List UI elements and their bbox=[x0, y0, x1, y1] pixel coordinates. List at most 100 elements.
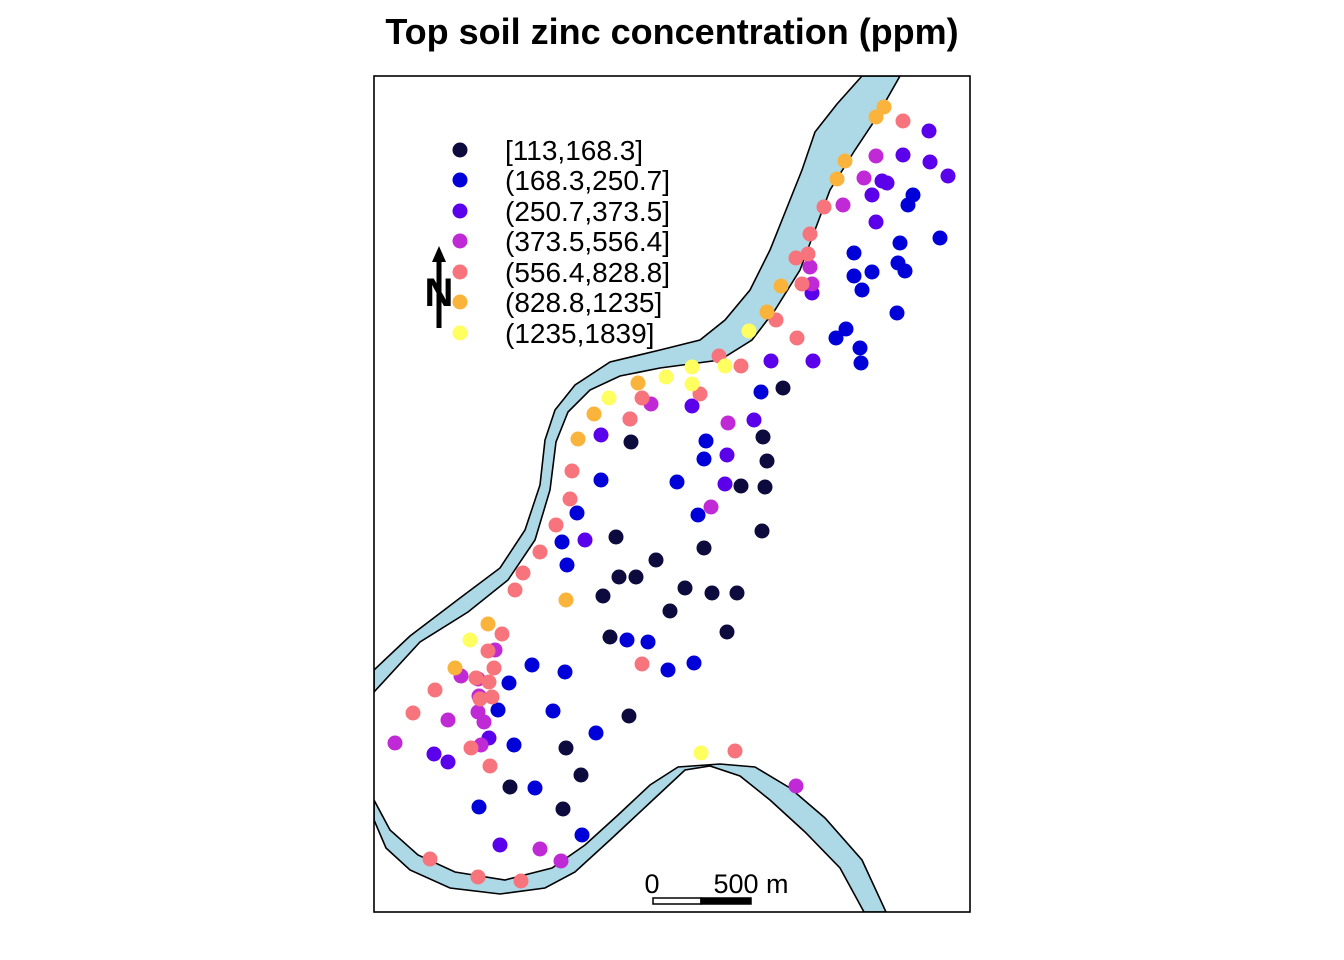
sample-point bbox=[608, 529, 624, 545]
legend-label-7: (1235,1839] bbox=[505, 318, 654, 349]
legend-label-6: (828.8,1235] bbox=[505, 287, 662, 318]
sample-point bbox=[852, 340, 868, 356]
sample-point bbox=[829, 171, 845, 187]
sample-point bbox=[554, 534, 570, 550]
sample-point bbox=[828, 330, 844, 346]
map-title: Top soil zinc concentration (ppm) bbox=[385, 11, 958, 52]
sample-point bbox=[719, 447, 735, 463]
sample-point bbox=[484, 689, 500, 705]
sample-points bbox=[387, 99, 956, 889]
sample-point bbox=[601, 390, 617, 406]
sample-point bbox=[463, 740, 479, 756]
sample-point bbox=[405, 705, 421, 721]
north-arrow-icon: N bbox=[425, 246, 454, 328]
sample-point bbox=[472, 691, 488, 707]
sample-point bbox=[588, 725, 604, 741]
sample-point bbox=[717, 358, 733, 374]
sample-point bbox=[719, 624, 735, 640]
sample-point bbox=[741, 323, 757, 339]
sample-point bbox=[501, 675, 517, 691]
sample-point bbox=[835, 197, 851, 213]
sample-point bbox=[755, 429, 771, 445]
sample-point bbox=[440, 754, 456, 770]
sample-point bbox=[558, 592, 574, 608]
sample-point bbox=[800, 246, 816, 262]
sample-point bbox=[611, 569, 627, 585]
sample-point bbox=[684, 398, 700, 414]
sample-point bbox=[854, 282, 870, 298]
north-arrow-label: N bbox=[425, 271, 454, 315]
sample-point bbox=[527, 780, 543, 796]
sample-point bbox=[630, 375, 646, 391]
sample-point bbox=[548, 517, 564, 533]
sample-point bbox=[775, 380, 791, 396]
sample-point bbox=[573, 767, 589, 783]
legend: [113,168.3] (168.3,250.7] (250.7,373.5] … bbox=[452, 135, 670, 349]
sample-point bbox=[586, 406, 602, 422]
legend-label-2: (168.3,250.7] bbox=[505, 165, 670, 196]
sample-point bbox=[669, 474, 685, 490]
sample-point bbox=[476, 714, 492, 730]
sample-point bbox=[789, 330, 805, 346]
sample-point bbox=[868, 148, 884, 164]
sample-point bbox=[622, 411, 638, 427]
sample-point bbox=[773, 278, 789, 294]
sample-point bbox=[480, 616, 496, 632]
sample-point bbox=[717, 476, 733, 492]
sample-point bbox=[570, 431, 586, 447]
sample-point bbox=[564, 463, 580, 479]
sample-point bbox=[698, 433, 714, 449]
sample-point bbox=[494, 626, 510, 642]
sample-point bbox=[506, 737, 522, 753]
sample-point bbox=[658, 369, 674, 385]
legend-label-4: (373.5,556.4] bbox=[505, 226, 670, 257]
sample-point bbox=[634, 656, 650, 672]
sample-point bbox=[507, 582, 523, 598]
legend-symbol-1 bbox=[452, 142, 468, 158]
sample-point bbox=[486, 660, 502, 676]
sample-point bbox=[569, 505, 585, 521]
scale-label-end: 500 m bbox=[713, 869, 788, 899]
sample-point bbox=[932, 230, 948, 246]
sample-point bbox=[874, 173, 890, 189]
sample-point bbox=[648, 552, 664, 568]
sample-point bbox=[621, 708, 637, 724]
sample-point bbox=[545, 703, 561, 719]
river-lower bbox=[374, 763, 887, 912]
sample-point bbox=[623, 434, 639, 450]
sample-point bbox=[746, 412, 762, 428]
sample-point bbox=[502, 779, 518, 795]
sample-point bbox=[440, 712, 456, 728]
sample-point bbox=[619, 632, 635, 648]
sample-point bbox=[759, 304, 775, 320]
sample-point bbox=[387, 735, 403, 751]
sample-point bbox=[662, 603, 678, 619]
sample-point bbox=[427, 682, 443, 698]
legend-symbol-6 bbox=[452, 294, 468, 310]
sample-point bbox=[677, 580, 693, 596]
sample-point bbox=[895, 113, 911, 129]
sample-point bbox=[868, 109, 884, 125]
sample-point bbox=[574, 827, 590, 843]
legend-symbol-7 bbox=[452, 325, 468, 341]
sample-point bbox=[922, 154, 938, 170]
sample-point bbox=[805, 353, 821, 369]
sample-point bbox=[462, 632, 478, 648]
sample-point bbox=[593, 472, 609, 488]
sample-point bbox=[720, 415, 736, 431]
sample-point bbox=[593, 427, 609, 443]
scale-bar: 0 500 m bbox=[644, 869, 789, 905]
legend-label-5: (556.4,828.8] bbox=[505, 257, 670, 288]
sample-point bbox=[660, 662, 676, 678]
sample-point bbox=[553, 853, 569, 869]
sample-point bbox=[838, 321, 854, 337]
legend-symbol-3 bbox=[452, 203, 468, 219]
sample-point bbox=[788, 778, 804, 794]
sample-point bbox=[562, 491, 578, 507]
sample-point bbox=[471, 799, 487, 815]
sample-point bbox=[693, 745, 709, 761]
sample-point bbox=[468, 670, 484, 686]
sample-point bbox=[481, 674, 497, 690]
sample-point bbox=[559, 557, 575, 573]
